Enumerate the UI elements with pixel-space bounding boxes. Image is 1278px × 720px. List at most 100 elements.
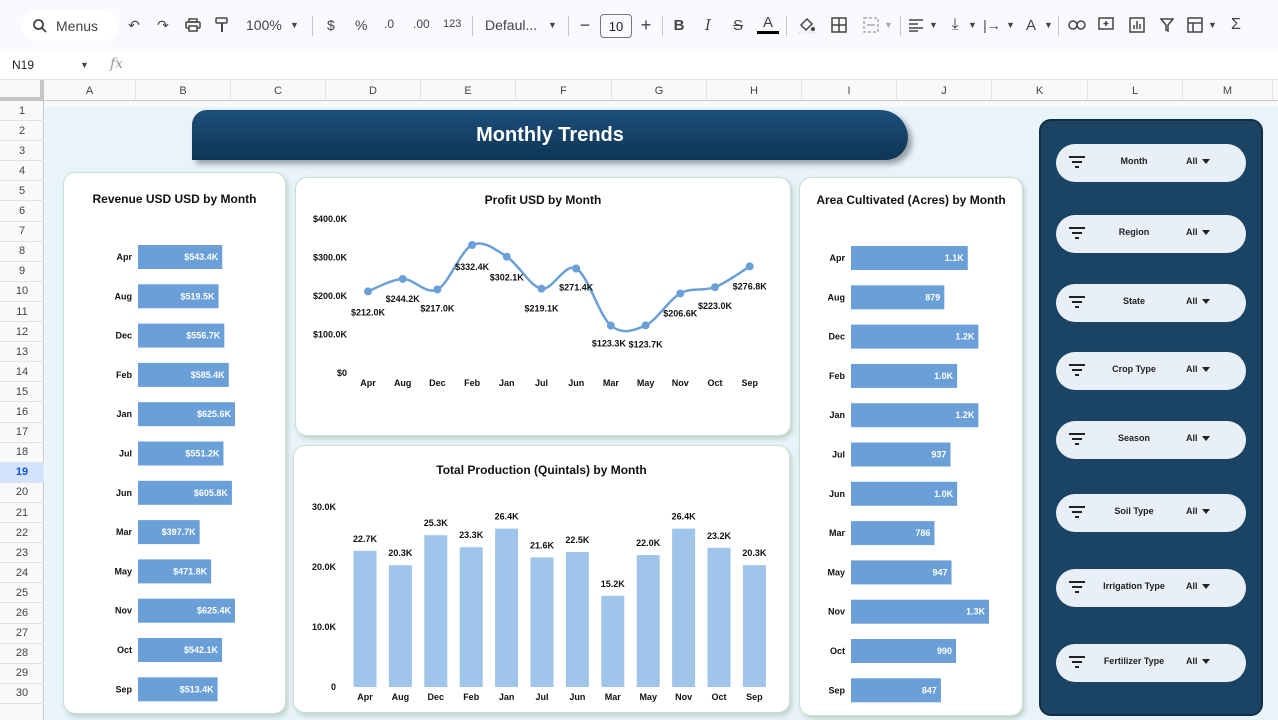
name-box[interactable]: N19: [12, 58, 35, 72]
print-icon[interactable]: [182, 14, 204, 36]
merge-caret-icon[interactable]: ▼: [884, 20, 893, 30]
bar-sep[interactable]: [742, 565, 766, 687]
bar-dec[interactable]: [424, 535, 448, 687]
row-header-19[interactable]: 19: [0, 462, 44, 483]
column-header-l[interactable]: L: [1088, 80, 1183, 101]
vertical-align-icon[interactable]: ⤓: [951, 16, 959, 33]
row-header-25[interactable]: 25: [0, 583, 44, 604]
data-point[interactable]: [606, 321, 615, 330]
bar-may[interactable]: [636, 555, 660, 687]
bar-jan[interactable]: [851, 403, 979, 428]
row-header-18[interactable]: 18: [0, 443, 44, 463]
filter-value[interactable]: All: [1186, 296, 1198, 306]
filter-crop-type[interactable]: Crop Type All: [1056, 352, 1246, 390]
filter-value[interactable]: All: [1186, 506, 1198, 516]
bar-nov[interactable]: [672, 528, 696, 687]
chevron-down-icon[interactable]: [1202, 230, 1210, 235]
filter-value[interactable]: All: [1186, 364, 1198, 374]
column-header-d[interactable]: D: [326, 80, 421, 101]
valign-caret-icon[interactable]: ▼: [968, 20, 977, 30]
bar-aug[interactable]: [851, 285, 945, 310]
row-header-23[interactable]: 23: [0, 543, 44, 564]
data-point[interactable]: [433, 285, 442, 294]
chevron-down-icon[interactable]: [1202, 509, 1210, 514]
column-header-k[interactable]: K: [992, 80, 1088, 101]
font-size-input[interactable]: 10: [600, 14, 632, 38]
row-header-24[interactable]: 24: [0, 563, 44, 584]
italic-icon[interactable]: I: [705, 16, 711, 34]
row-header-13[interactable]: 13: [0, 342, 44, 363]
bar-jul[interactable]: [530, 557, 554, 687]
decrease-decimal-button[interactable]: .0: [384, 17, 395, 31]
bar-oct[interactable]: [138, 638, 223, 662]
bar-dec[interactable]: [851, 324, 979, 349]
production-chart-card[interactable]: Total Production (Quintals) by Month 0 10…: [293, 445, 790, 713]
bar-jun[interactable]: [138, 480, 232, 505]
bar-aug[interactable]: [388, 565, 412, 687]
filter-value[interactable]: All: [1186, 581, 1198, 591]
row-header-17[interactable]: 17: [0, 423, 44, 443]
text-rotation-icon[interactable]: A: [1025, 16, 1036, 34]
bar-may[interactable]: [138, 559, 212, 584]
increase-decimal-button[interactable]: .00: [413, 17, 430, 31]
wrap-caret-icon[interactable]: ▼: [1006, 20, 1015, 30]
data-point[interactable]: [398, 274, 407, 283]
chevron-down-icon[interactable]: [1202, 367, 1210, 372]
row-header-6[interactable]: 6: [0, 202, 44, 222]
data-point[interactable]: [745, 262, 754, 271]
menus-search-button[interactable]: Menus: [22, 10, 118, 41]
column-header-i[interactable]: I: [802, 80, 897, 101]
data-point[interactable]: [641, 321, 650, 330]
bar-nov[interactable]: [851, 599, 989, 624]
data-point[interactable]: [502, 252, 511, 261]
column-header-c[interactable]: C: [231, 80, 326, 101]
row-header-2[interactable]: 2: [0, 121, 44, 142]
bar-mar[interactable]: [138, 520, 200, 545]
row-header-9[interactable]: 9: [0, 262, 44, 282]
row-header-20[interactable]: 20: [0, 483, 44, 503]
filter-value[interactable]: All: [1186, 227, 1198, 237]
bar-feb[interactable]: [459, 547, 483, 687]
horizontal-align-icon[interactable]: [905, 14, 927, 36]
row-header-29[interactable]: 29: [0, 664, 44, 684]
profit-chart-card[interactable]: Profit USD by Month $0 $100.0K $200.0K $300…: [295, 177, 791, 436]
filter-season[interactable]: Season All: [1056, 421, 1246, 459]
text-color-icon[interactable]: A: [757, 14, 779, 34]
font-caret-icon[interactable]: ▼: [548, 20, 557, 30]
column-header-f[interactable]: F: [516, 80, 612, 101]
column-header-h[interactable]: H: [707, 80, 802, 101]
row-header-8[interactable]: 8: [0, 242, 44, 262]
font-select[interactable]: Defaul...: [485, 17, 538, 33]
chevron-down-icon[interactable]: [1202, 299, 1210, 304]
zoom-select[interactable]: 100%: [246, 17, 282, 33]
row-header-28[interactable]: 28: [0, 644, 44, 664]
bold-icon[interactable]: B: [673, 16, 685, 34]
zoom-caret-icon[interactable]: ▼: [290, 20, 299, 30]
column-header-j[interactable]: J: [897, 80, 992, 101]
row-header-15[interactable]: 15: [0, 382, 44, 403]
bar-may[interactable]: [851, 560, 952, 585]
name-box-caret-icon[interactable]: ▼: [80, 60, 89, 70]
row-header-22[interactable]: 22: [0, 523, 44, 544]
insert-chart-icon[interactable]: [1126, 14, 1148, 36]
undo-icon[interactable]: ↶: [128, 16, 140, 33]
currency-format-button[interactable]: $: [327, 17, 335, 33]
filter-month[interactable]: Month All: [1056, 144, 1246, 182]
align-caret-icon[interactable]: ▼: [929, 20, 938, 30]
bar-mar[interactable]: [851, 521, 935, 546]
text-wrap-icon[interactable]: |→: [983, 17, 1001, 33]
bar-sep[interactable]: [851, 678, 941, 703]
bar-dec[interactable]: [138, 323, 225, 348]
filter-views-caret-icon[interactable]: ▼: [1208, 20, 1217, 30]
chevron-down-icon[interactable]: [1202, 436, 1210, 441]
row-header-12[interactable]: 12: [0, 322, 44, 343]
column-header-a[interactable]: A: [44, 80, 136, 101]
bar-jun[interactable]: [565, 552, 589, 687]
bar-apr[interactable]: [138, 245, 223, 269]
column-header-e[interactable]: E: [421, 80, 516, 101]
row-header-27[interactable]: 27: [0, 624, 44, 644]
data-point[interactable]: [711, 283, 719, 292]
bar-oct[interactable]: [707, 547, 731, 687]
number-format-button[interactable]: 123: [443, 18, 462, 30]
bar-jan[interactable]: [495, 528, 519, 687]
